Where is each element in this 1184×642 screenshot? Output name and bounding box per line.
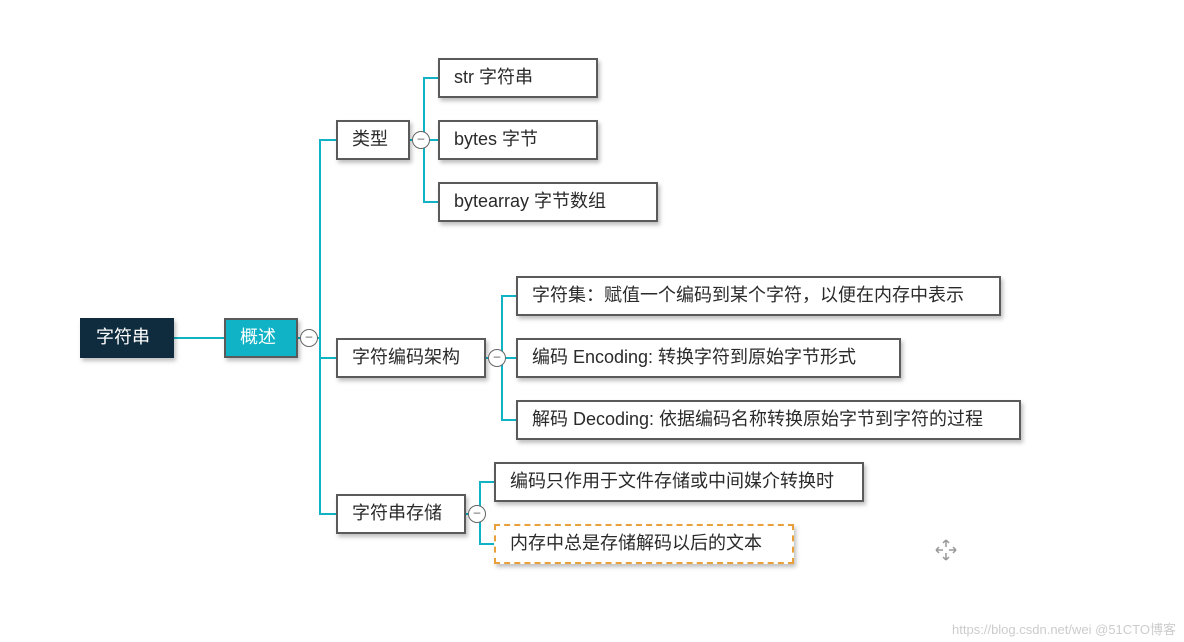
node-label: 字符编码架构: [352, 345, 460, 370]
node-label: 字符集：赋值一个编码到某个字符，以便在内存中表示: [532, 283, 964, 308]
node-label: 内存中总是存储解码以后的文本: [510, 531, 762, 556]
node-enc_2: 编码 Encoding: 转换字符到原始字节形式: [516, 338, 901, 378]
node-label: str 字符串: [454, 65, 533, 90]
node-label: 字符串: [96, 325, 150, 350]
collapse-toggle-0[interactable]: [300, 329, 318, 347]
collapse-toggle-1[interactable]: [412, 131, 430, 149]
node-label: 类型: [352, 127, 388, 152]
node-enc_3: 解码 Decoding: 依据编码名称转换原始字节到字符的过程: [516, 400, 1021, 440]
node-type_3: bytearray 字节数组: [438, 182, 658, 222]
node-stor_2: 内存中总是存储解码以后的文本: [494, 524, 794, 564]
node-root: 字符串: [80, 318, 174, 358]
node-enc_1: 字符集：赋值一个编码到某个字符，以便在内存中表示: [516, 276, 1001, 316]
node-label: bytearray 字节数组: [454, 189, 606, 214]
collapse-toggle-2[interactable]: [488, 349, 506, 367]
node-label: 编码只作用于文件存储或中间媒介转换时: [510, 469, 834, 494]
node-label: 编码 Encoding: 转换字符到原始字节形式: [532, 345, 856, 370]
node-label: 概述: [240, 325, 276, 350]
node-overview: 概述: [224, 318, 298, 358]
move-handle-icon: [934, 538, 958, 562]
node-storage: 字符串存储: [336, 494, 466, 534]
node-stor_1: 编码只作用于文件存储或中间媒介转换时: [494, 462, 864, 502]
node-type: 类型: [336, 120, 410, 160]
node-label: 解码 Decoding: 依据编码名称转换原始字节到字符的过程: [532, 407, 983, 432]
node-type_1: str 字符串: [438, 58, 598, 98]
node-encoding: 字符编码架构: [336, 338, 486, 378]
node-label: 字符串存储: [352, 501, 442, 526]
node-type_2: bytes 字节: [438, 120, 598, 160]
node-label: bytes 字节: [454, 127, 538, 152]
collapse-toggle-3[interactable]: [468, 505, 486, 523]
watermark-text: https://blog.csdn.net/wei @51CTO博客: [952, 619, 1176, 638]
